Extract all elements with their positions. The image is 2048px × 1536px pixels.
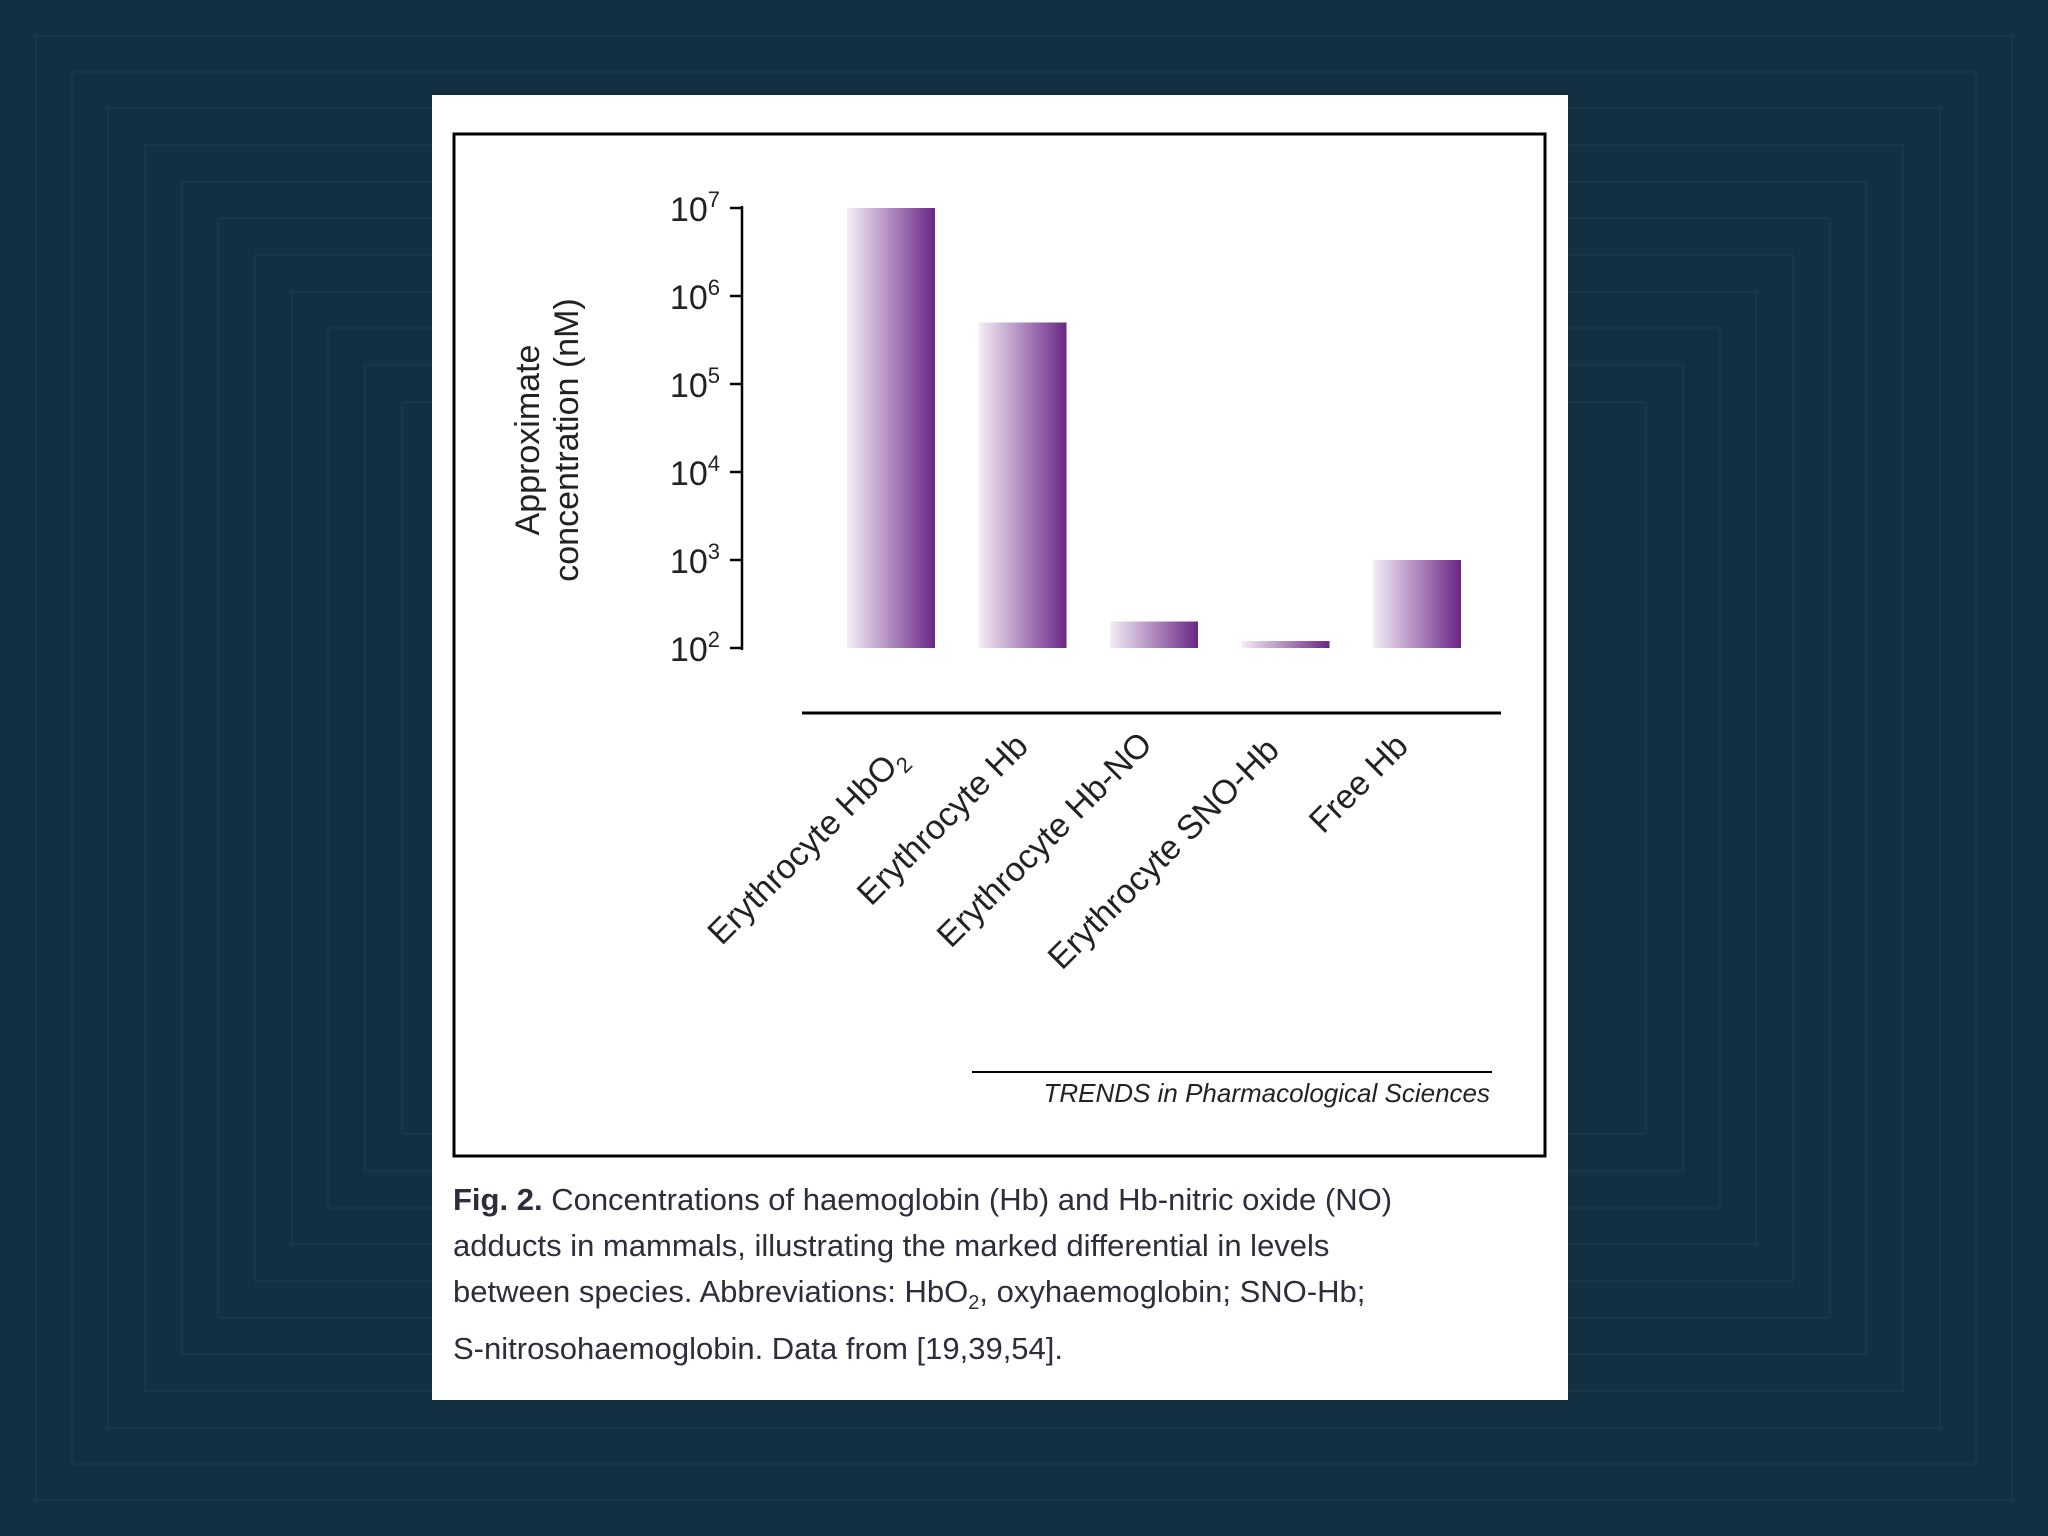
caption-text-1: Concentrations of haemoglobin (Hb) and H… xyxy=(542,1182,1393,1217)
bar-chart: Approximate concentration (nM) 107 106 105… xyxy=(452,132,1547,1158)
caption-subscript: 2 xyxy=(968,1292,980,1315)
y-tick-label: 103 xyxy=(670,539,720,581)
caption-line-1: Fig. 2. Concentrations of haemoglobin (H… xyxy=(453,1177,1543,1223)
y-tick-label: 106 xyxy=(670,275,720,317)
x-tick-label: Erythrocyte HbO2 xyxy=(700,739,917,956)
bars xyxy=(847,208,1461,648)
y-axis-label: Approximate concentration (nM) xyxy=(509,298,586,581)
bar xyxy=(978,322,1067,648)
y-tick-label: 102 xyxy=(670,627,720,669)
x-tick-label: Erythrocyte SNO-Hb xyxy=(1041,731,1287,977)
x-tick-label: Free Hb xyxy=(1302,727,1416,841)
bar xyxy=(1241,641,1330,648)
y-tick-label: 104 xyxy=(670,451,720,493)
y-tick-label: 107 xyxy=(670,187,720,229)
figure-card: Approximate concentration (nM) 107 106 105… xyxy=(432,95,1568,1400)
x-tick-label: Erythrocyte Hb-NO xyxy=(930,725,1160,955)
y-axis-label-line1: Approximate xyxy=(509,345,547,536)
caption-text-3a: between species. Abbreviations: HbO xyxy=(453,1274,969,1309)
bar xyxy=(1110,621,1198,648)
y-axis-ticks: 107 106 105 104 103 102 xyxy=(670,187,742,669)
caption-line-2: adducts in mammals, illustrating the mar… xyxy=(453,1228,1330,1263)
y-axis-label-line2: concentration (nM) xyxy=(548,298,586,581)
figure-frame xyxy=(452,132,1547,1158)
bar xyxy=(847,208,935,648)
figure-label: Fig. 2. xyxy=(453,1182,543,1217)
figure-caption: Fig. 2. Concentrations of haemoglobin (H… xyxy=(453,1177,1543,1372)
caption-line-3: between species. Abbreviations: HbO2, ox… xyxy=(453,1269,1543,1326)
credit-text: TRENDS in Pharmacological Sciences xyxy=(1043,1078,1490,1108)
y-tick-label: 105 xyxy=(670,363,720,405)
bar xyxy=(1373,560,1461,648)
caption-line-4: S-nitrosohaemoglobin. Data from [19,39,5… xyxy=(453,1331,1064,1367)
caption-text-3b: , oxyhaemoglobin; SNO-Hb; xyxy=(979,1274,1366,1309)
